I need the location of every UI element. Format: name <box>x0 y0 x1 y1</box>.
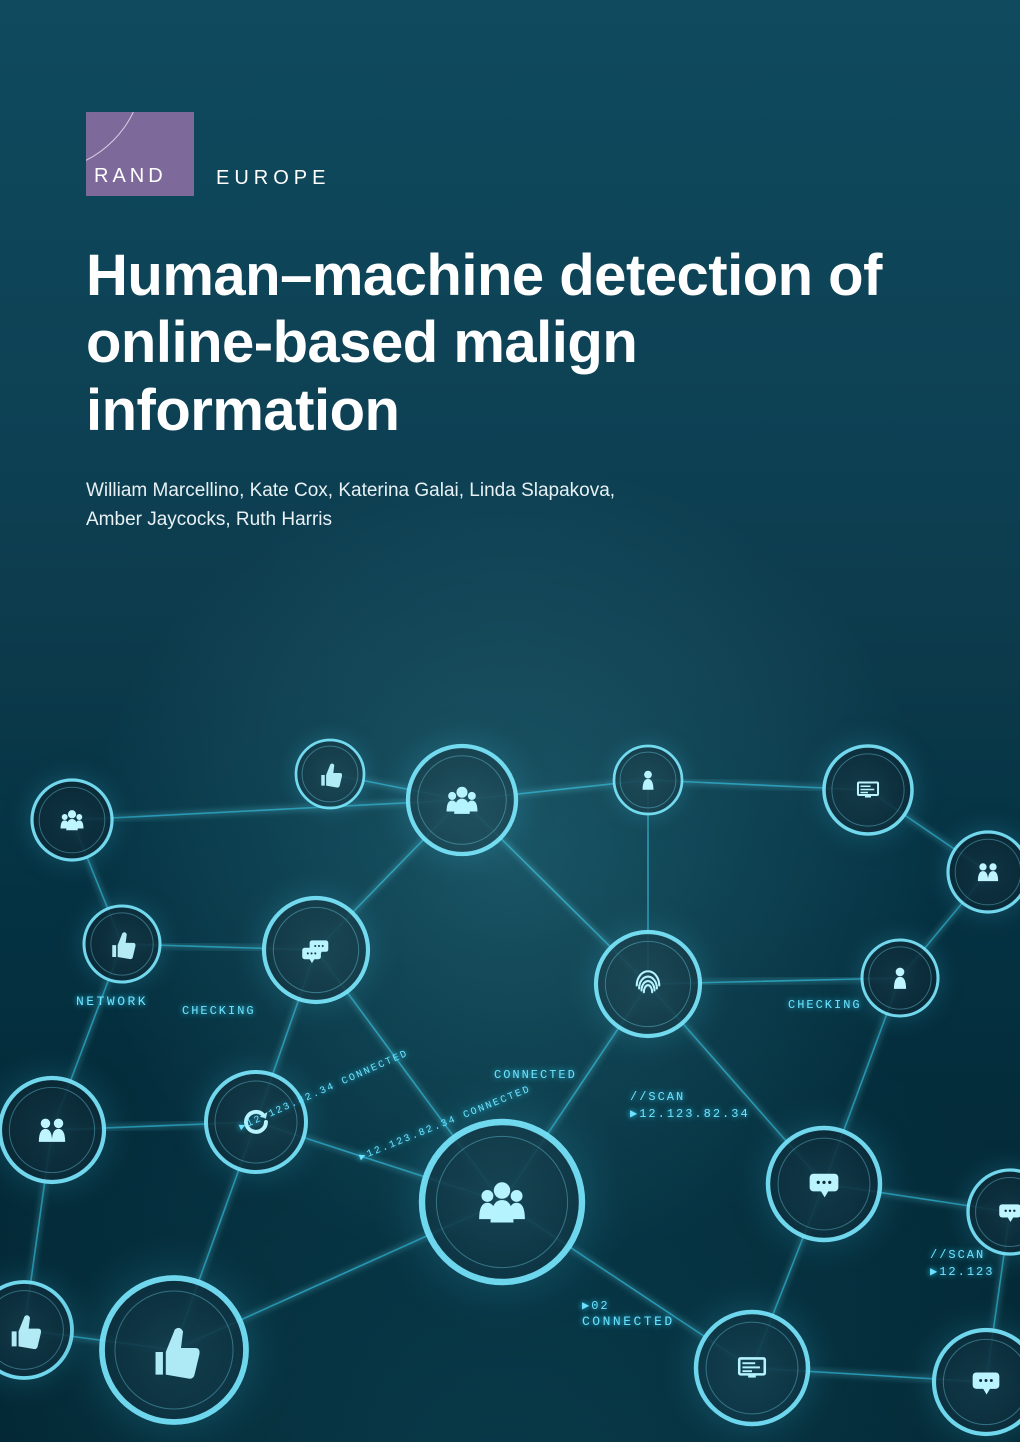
network-node <box>269 713 391 835</box>
network-label: CONNECTED <box>582 1314 675 1329</box>
network-node <box>166 1032 346 1212</box>
people-trio-icon <box>61 810 84 830</box>
network-label: ▶12.123.82.34 <box>630 1106 750 1121</box>
authors-line-2: Amber Jaycocks, Ruth Harris <box>86 505 766 534</box>
logo: RAND EUROPE <box>86 112 934 196</box>
screen-icon <box>858 782 878 797</box>
reload-icon <box>246 1112 267 1132</box>
chat-icon <box>999 1204 1020 1222</box>
network-label: ▶02 <box>582 1298 610 1313</box>
logo-arc <box>86 112 144 172</box>
network-label: ▶12.123.82.34 CONNECTED <box>358 1083 533 1163</box>
report-title: Human–machine detection of online-based … <box>86 242 934 444</box>
network-node <box>916 800 1020 944</box>
network-node <box>0 1036 146 1223</box>
network-node <box>789 711 947 869</box>
chat-icon <box>810 1174 839 1198</box>
chat-group-icon <box>302 940 328 963</box>
people-pair-icon <box>978 863 998 881</box>
network-node <box>222 856 409 1043</box>
network-node <box>44 1220 303 1442</box>
network-label: CHECKING <box>788 998 862 1012</box>
person-icon <box>643 771 654 790</box>
network-node <box>0 748 144 892</box>
network-node <box>358 1058 646 1346</box>
thumbs-up-icon <box>321 764 342 788</box>
network-node <box>0 1244 110 1417</box>
thumbs-up-icon <box>112 932 135 959</box>
people-trio-icon <box>447 787 478 814</box>
chat-icon <box>973 1373 1000 1395</box>
network-label: NETWORK <box>76 994 148 1009</box>
author-list: William Marcellino, Kate Cox, Katerina G… <box>86 476 766 535</box>
network-label: CHECKING <box>182 1004 256 1018</box>
network-node <box>832 910 969 1047</box>
logo-box: RAND <box>86 112 194 196</box>
network-label: ▶12.123.82.34 CONNECTED <box>238 1048 411 1134</box>
people-pair-icon <box>39 1119 65 1142</box>
people-trio-icon <box>479 1182 525 1222</box>
authors-line-1: William Marcellino, Kate Cox, Katerina G… <box>86 476 766 505</box>
logo-sub-text: EUROPE <box>216 167 330 190</box>
logo-brand-text: RAND <box>86 165 167 196</box>
network-node <box>54 876 191 1013</box>
network-node <box>723 1083 925 1285</box>
network-label: ▶12.123 <box>930 1264 994 1279</box>
thumbs-up-icon <box>156 1328 200 1379</box>
network-node <box>892 1288 1020 1442</box>
network-node <box>587 719 709 841</box>
thumbs-up-icon <box>12 1315 41 1349</box>
network-label: //SCAN <box>930 1248 985 1262</box>
screen-icon <box>739 1358 765 1377</box>
fingerprint-icon <box>637 971 660 992</box>
person-icon <box>894 968 906 989</box>
network-node <box>365 703 559 897</box>
network-label: CONNECTED <box>494 1068 577 1082</box>
network-node <box>651 1267 853 1442</box>
network-label: //SCAN <box>630 1090 685 1104</box>
network-illustration: NETWORK CHECKING CHECKING CONNECTED //SCAN ▶1… <box>0 682 1020 1442</box>
network-node <box>934 1136 1020 1287</box>
network-node <box>554 890 741 1077</box>
